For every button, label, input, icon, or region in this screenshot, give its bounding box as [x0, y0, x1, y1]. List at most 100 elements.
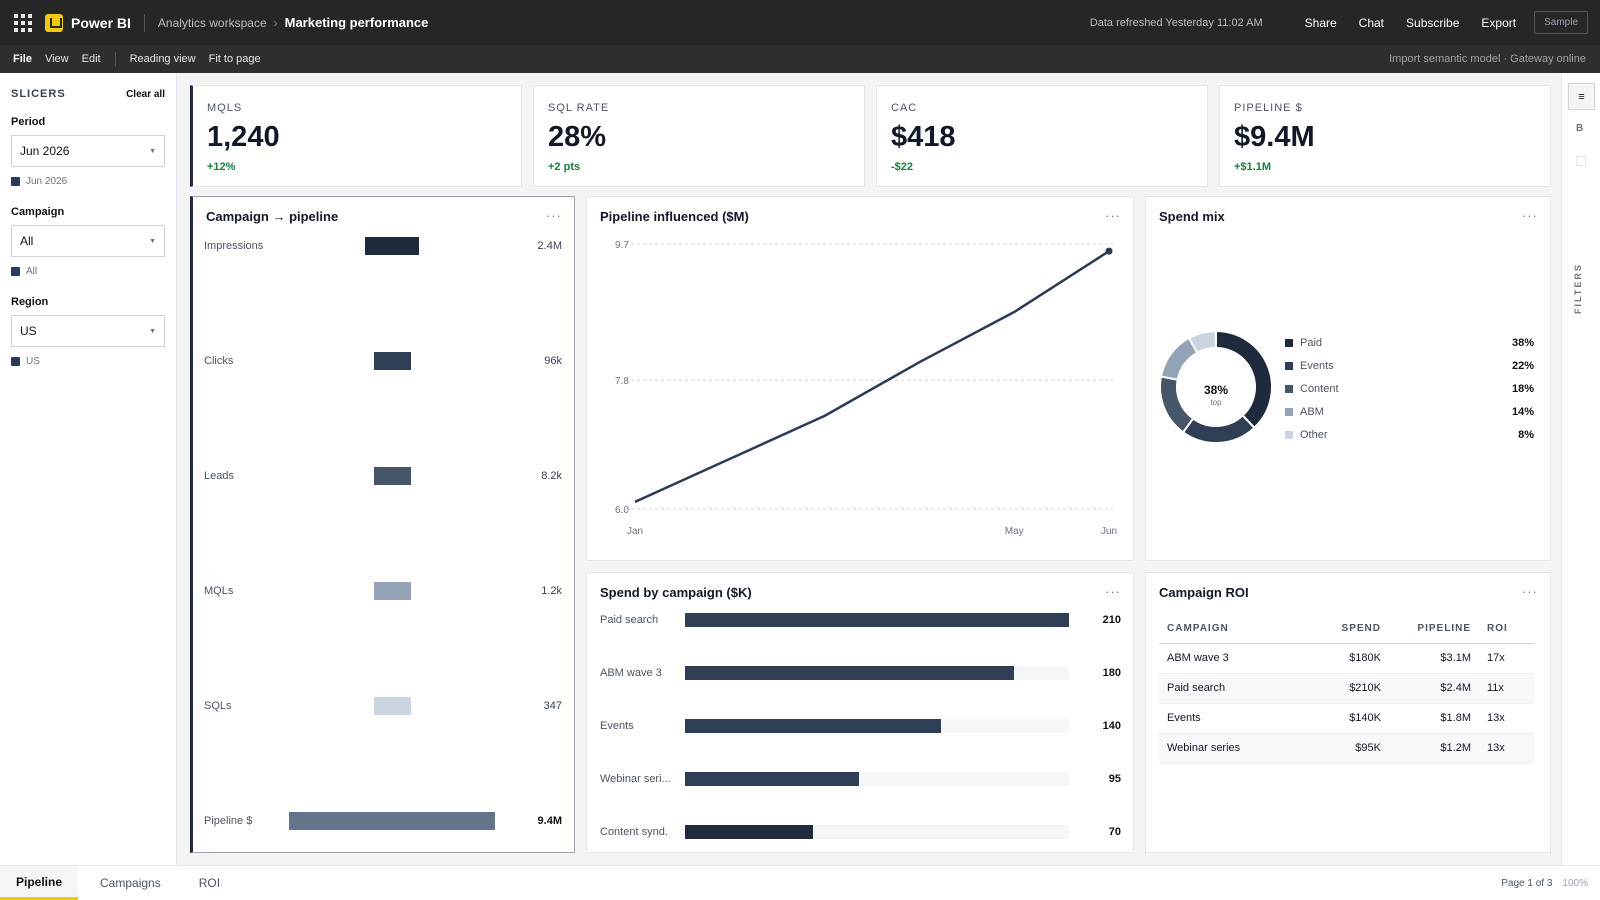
series-line[interactable] — [634, 250, 1110, 503]
app-launcher-icon[interactable] — [14, 13, 32, 32]
more-options-icon[interactable]: ··· — [1522, 208, 1538, 223]
menu-icon[interactable]: ≡ — [1568, 83, 1595, 110]
table-row[interactable]: Paid search $210K $2.4M 11x — [1159, 673, 1534, 704]
spend-bar-row[interactable]: Content synd. 70 — [600, 825, 1121, 841]
cell-roi: 11x — [1479, 673, 1534, 704]
legend-label: Content — [1300, 383, 1339, 395]
region-chip[interactable]: US — [11, 356, 165, 367]
tab-roi[interactable]: ROI — [198, 876, 221, 890]
region-dropdown[interactable]: US ▼ — [11, 315, 165, 347]
donut-slice[interactable] — [1187, 329, 1217, 355]
refresh-status: Data refreshed Yesterday 11:02 AM — [1089, 16, 1263, 29]
cell-pipeline: $2.4M — [1389, 673, 1479, 704]
zoom-level[interactable]: 100% — [1562, 877, 1588, 889]
spend-mix-panel[interactable]: Spend mix ··· 38% top Paid 38% Events 22% Co… — [1145, 196, 1551, 561]
spend-bar-row[interactable]: Paid search 210 — [600, 613, 1121, 629]
kpi-card-cac[interactable]: CAC $418 -$22 — [876, 85, 1208, 187]
menu-file[interactable]: File — [13, 53, 32, 65]
funnel-label: Clicks — [204, 355, 234, 367]
chat-button[interactable]: Chat — [1358, 15, 1385, 30]
tab-pipeline[interactable]: Pipeline — [0, 866, 79, 900]
chevron-down-icon: ▼ — [149, 327, 156, 335]
column-header-roi[interactable]: ROI — [1479, 615, 1534, 644]
kpi-value: 28% — [548, 121, 607, 153]
more-options-icon[interactable]: ··· — [1105, 208, 1121, 223]
cell-roi: 13x — [1479, 733, 1534, 764]
more-options-icon[interactable]: ··· — [1522, 584, 1538, 599]
slicer-label-period: Period — [11, 116, 46, 128]
menu-view[interactable]: View — [44, 53, 69, 65]
table-row[interactable]: ABM wave 3 $180K $3.1M 17x — [1159, 643, 1534, 674]
spend-bar-row[interactable]: ABM wave 3 180 — [600, 666, 1121, 682]
reading-view-button[interactable]: Reading view — [129, 53, 196, 65]
campaign-dropdown[interactable]: All ▼ — [11, 225, 165, 257]
chip-swatch — [11, 177, 20, 186]
kpi-card-mqls[interactable]: MQLS 1,240 +12% — [190, 85, 522, 187]
column-header-spend[interactable]: SPEND — [1319, 615, 1389, 644]
breadcrumb-report: Marketing performance — [284, 15, 429, 30]
donut-slice[interactable] — [1181, 414, 1256, 444]
legend-swatch — [1285, 362, 1293, 370]
clear-all-button[interactable]: Clear all — [126, 88, 165, 100]
column-header-pipeline[interactable]: PIPELINE — [1389, 615, 1479, 644]
funnel-row[interactable]: Pipeline $ 9.4M — [204, 812, 562, 832]
tab-campaigns[interactable]: Campaigns — [100, 876, 161, 890]
funnel-row[interactable]: Leads 8.2k — [204, 467, 562, 487]
funnel-row[interactable]: Impressions 2.4M — [204, 237, 562, 257]
funnel-row[interactable]: MQLs 1.2k — [204, 582, 562, 602]
more-options-icon[interactable]: ··· — [546, 208, 562, 223]
x-tick-label: Jun — [1101, 526, 1117, 537]
subscribe-button[interactable]: Subscribe — [1406, 15, 1460, 30]
funnel-row[interactable]: Clicks 96k — [204, 352, 562, 372]
period-chip[interactable]: Jun 2026 — [11, 176, 165, 187]
kpi-label: PIPELINE $ — [1234, 102, 1303, 114]
chevron-down-icon: ▼ — [149, 147, 156, 155]
table-row[interactable]: Events $140K $1.8M 13x — [1159, 703, 1534, 734]
funnel-row[interactable]: SQLs 347 — [204, 697, 562, 717]
campaign-chip[interactable]: All — [11, 266, 165, 277]
legend-swatch — [1285, 385, 1293, 393]
column-header-campaign[interactable]: CAMPAIGN — [1159, 615, 1319, 644]
legend-item[interactable]: Content 18% — [1285, 383, 1534, 397]
legend-item[interactable]: Paid 38% — [1285, 337, 1534, 351]
slicer-label-campaign: Campaign — [11, 206, 65, 218]
cell-campaign: Webinar series — [1159, 733, 1319, 764]
bar-label: Events — [600, 720, 634, 732]
funnel-label: Leads — [204, 470, 234, 482]
legend-item[interactable]: Other 8% — [1285, 429, 1534, 443]
legend-item[interactable]: Events 22% — [1285, 360, 1534, 374]
kpi-card-pipeline[interactable]: PIPELINE $ $9.4M +$1.1M — [1219, 85, 1551, 187]
funnel-panel[interactable]: Campaign → pipeline ··· Impressions 2.4M C… — [190, 196, 575, 853]
export-button[interactable]: Export — [1481, 15, 1517, 30]
region-chip-label: US — [26, 356, 40, 367]
period-dropdown[interactable]: Jun 2026 ▼ — [11, 135, 165, 167]
square-icon[interactable] — [1576, 156, 1586, 166]
spend-by-campaign-panel[interactable]: Spend by campaign ($K) ··· Paid search 21… — [586, 572, 1134, 853]
kpi-value: $418 — [891, 121, 956, 153]
more-options-icon[interactable]: ··· — [1105, 584, 1121, 599]
spend-bar-row[interactable]: Webinar seri... 95 — [600, 772, 1121, 788]
donut-slice[interactable] — [1215, 329, 1273, 430]
divider — [143, 13, 145, 32]
filters-toggle[interactable]: FILTERS — [1573, 263, 1583, 314]
spend-bar-row[interactable]: Events 140 — [600, 719, 1121, 735]
app-title[interactable]: Power BI — [71, 14, 131, 31]
share-button[interactable]: Share — [1304, 15, 1337, 30]
fit-to-page-button[interactable]: Fit to page — [208, 53, 261, 65]
menu-bar: File View Edit Reading view Fit to page … — [0, 45, 1600, 73]
pipeline-line-panel[interactable]: Pipeline influenced ($M) ··· 9.7 7.8 6.0 Ja… — [586, 196, 1134, 561]
page-tabs: Pipeline Campaigns ROI Page 1 of 3 100% — [0, 865, 1600, 900]
breadcrumb-workspace[interactable]: Analytics workspace — [157, 15, 267, 30]
menu-edit[interactable]: Edit — [81, 53, 101, 65]
panel-title: Campaign ROI — [1159, 585, 1249, 600]
model-status: Import semantic model · Gateway online — [1389, 53, 1586, 65]
campaign-roi-panel[interactable]: Campaign ROI ··· CAMPAIGN SPEND PIPELINE… — [1145, 572, 1551, 853]
table-row[interactable]: Webinar series $95K $1.2M 13x — [1159, 733, 1534, 764]
table-header-row: CAMPAIGN SPEND PIPELINE ROI — [1159, 615, 1534, 644]
kpi-card-sql-rate[interactable]: SQL RATE 28% +2 pts — [533, 85, 865, 187]
chip-swatch — [11, 267, 20, 276]
legend-item[interactable]: ABM 14% — [1285, 406, 1534, 420]
kpi-label: CAC — [891, 102, 918, 114]
bookmark-icon[interactable]: B — [1576, 123, 1584, 134]
data-point[interactable] — [1105, 247, 1113, 255]
